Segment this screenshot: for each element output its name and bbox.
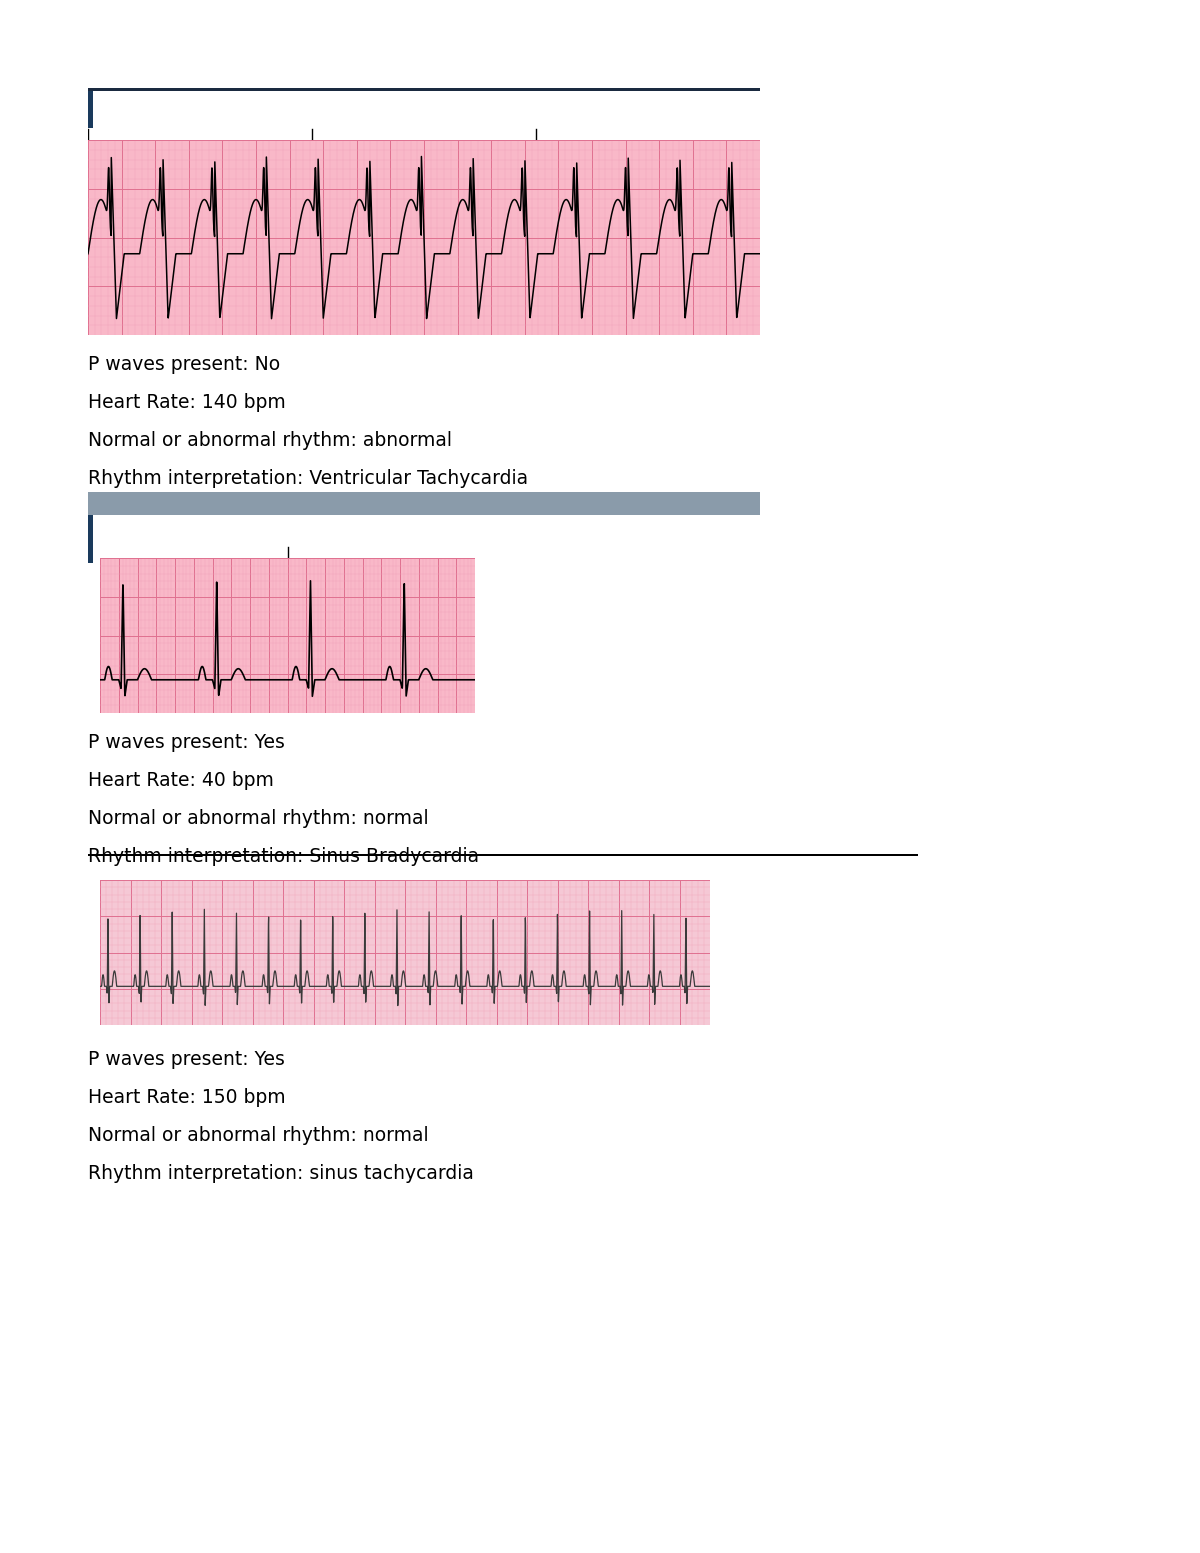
Text: Heart Rate: 150 bpm: Heart Rate: 150 bpm: [88, 1089, 286, 1107]
Text: Heart Rate: 40 bpm: Heart Rate: 40 bpm: [88, 770, 274, 790]
Text: Normal or abnormal rhythm: normal: Normal or abnormal rhythm: normal: [88, 1126, 428, 1145]
Text: P waves present: Yes: P waves present: Yes: [88, 1050, 284, 1068]
Text: Rhythm interpretation: Sinus Bradycardia: Rhythm interpretation: Sinus Bradycardia: [88, 846, 479, 867]
Text: Rhythm interpretation: Ventricular Tachycardia: Rhythm interpretation: Ventricular Tachy…: [88, 469, 528, 488]
Text: P waves present: No: P waves present: No: [88, 356, 280, 374]
Text: Normal or abnormal rhythm: abnormal: Normal or abnormal rhythm: abnormal: [88, 432, 452, 450]
Text: Normal or abnormal rhythm: normal: Normal or abnormal rhythm: normal: [88, 809, 428, 828]
Text: Rhythm interpretation: sinus tachycardia: Rhythm interpretation: sinus tachycardia: [88, 1165, 474, 1183]
Text: Heart Rate: 140 bpm: Heart Rate: 140 bpm: [88, 393, 286, 412]
Text: P waves present: Yes: P waves present: Yes: [88, 733, 284, 752]
